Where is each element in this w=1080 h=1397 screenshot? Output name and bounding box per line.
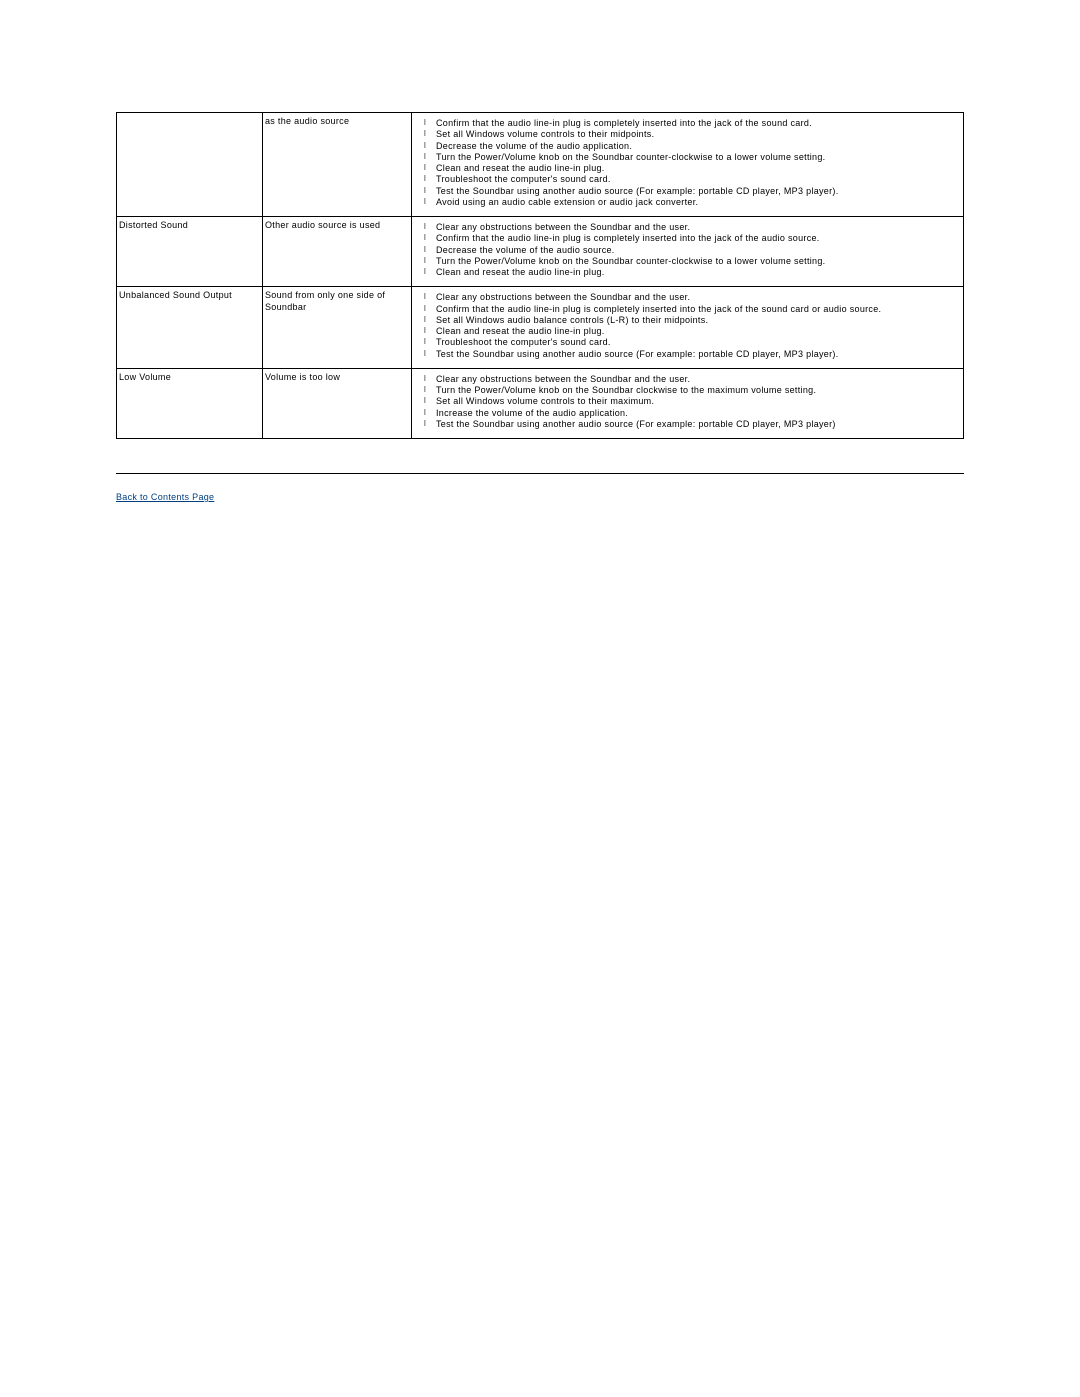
steps-list: Clear any obstructions between the Sound…: [414, 222, 961, 278]
step-item: Clear any obstructions between the Sound…: [436, 292, 961, 303]
step-item: Clean and reseat the audio line-in plug.: [436, 267, 961, 278]
steps-list: Clear any obstructions between the Sound…: [414, 374, 961, 430]
step-item: Troubleshoot the computer's sound card.: [436, 174, 961, 185]
step-item: Turn the Power/Volume knob on the Soundb…: [436, 152, 961, 163]
divider: [116, 473, 964, 474]
step-item: Turn the Power/Volume knob on the Soundb…: [436, 256, 961, 267]
cell-steps: Clear any obstructions between the Sound…: [412, 287, 964, 369]
step-item: Confirm that the audio line-in plug is c…: [436, 304, 961, 315]
step-item: Clean and reseat the audio line-in plug.: [436, 326, 961, 337]
step-item: Clean and reseat the audio line-in plug.: [436, 163, 961, 174]
step-item: Test the Soundbar using another audio so…: [436, 419, 961, 430]
step-item: Confirm that the audio line-in plug is c…: [436, 118, 961, 129]
step-item: Turn the Power/Volume knob on the Soundb…: [436, 385, 961, 396]
cell-steps: Clear any obstructions between the Sound…: [412, 368, 964, 438]
document-page: as the audio source Confirm that the aud…: [0, 0, 1080, 502]
cell-steps: Clear any obstructions between the Sound…: [412, 217, 964, 287]
cell-symptom: Volume is too low: [263, 368, 412, 438]
steps-list: Clear any obstructions between the Sound…: [414, 292, 961, 360]
cell-problem: Distorted Sound: [117, 217, 263, 287]
step-item: Avoid using an audio cable extension or …: [436, 197, 961, 208]
steps-list: Confirm that the audio line-in plug is c…: [414, 118, 961, 208]
step-item: Test the Soundbar using another audio so…: [436, 349, 961, 360]
table-row: as the audio source Confirm that the aud…: [117, 113, 964, 217]
step-item: Clear any obstructions between the Sound…: [436, 374, 961, 385]
cell-problem: Low Volume: [117, 368, 263, 438]
table-row: Low Volume Volume is too low Clear any o…: [117, 368, 964, 438]
step-item: Decrease the volume of the audio applica…: [436, 141, 961, 152]
cell-symptom: Other audio source is used: [263, 217, 412, 287]
step-item: Set all Windows audio balance controls (…: [436, 315, 961, 326]
cell-steps: Confirm that the audio line-in plug is c…: [412, 113, 964, 217]
step-item: Troubleshoot the computer's sound card.: [436, 337, 961, 348]
step-item: Clear any obstructions between the Sound…: [436, 222, 961, 233]
table-row: Distorted Sound Other audio source is us…: [117, 217, 964, 287]
step-item: Decrease the volume of the audio source.: [436, 245, 961, 256]
cell-symptom: Sound from only one side of Soundbar: [263, 287, 412, 369]
cell-problem: [117, 113, 263, 217]
cell-symptom: as the audio source: [263, 113, 412, 217]
step-item: Set all Windows volume controls to their…: [436, 129, 961, 140]
back-to-contents-link[interactable]: Back to Contents Page: [116, 492, 214, 502]
table-row: Unbalanced Sound Output Sound from only …: [117, 287, 964, 369]
step-item: Increase the volume of the audio applica…: [436, 408, 961, 419]
step-item: Confirm that the audio line-in plug is c…: [436, 233, 961, 244]
cell-problem: Unbalanced Sound Output: [117, 287, 263, 369]
step-item: Set all Windows volume controls to their…: [436, 396, 961, 407]
troubleshooting-table: as the audio source Confirm that the aud…: [116, 112, 964, 439]
step-item: Test the Soundbar using another audio so…: [436, 186, 961, 197]
